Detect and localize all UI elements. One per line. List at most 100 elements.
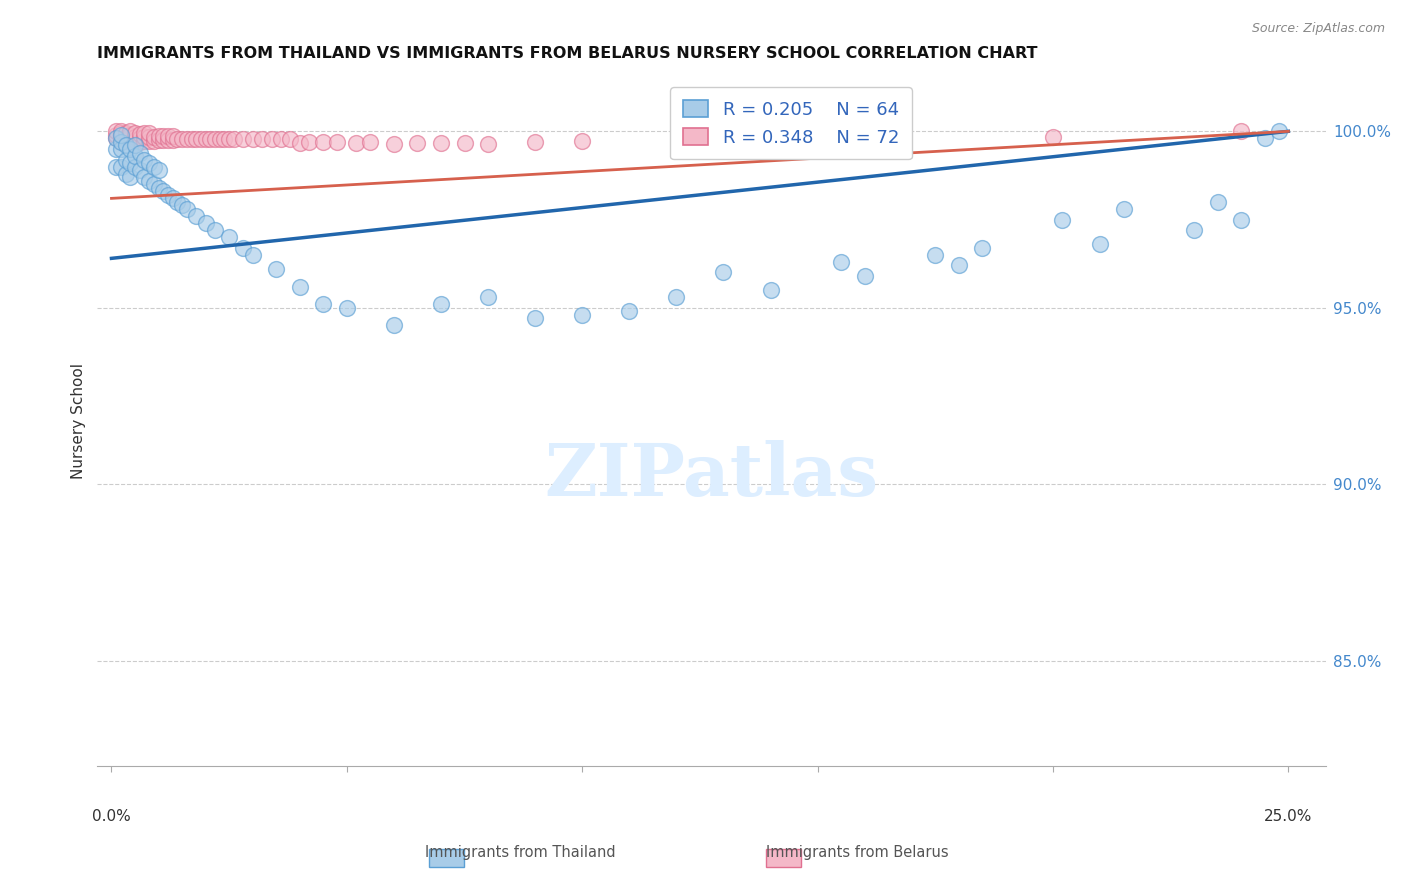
Point xyxy=(180,132,202,146)
Point xyxy=(128,163,150,178)
Point xyxy=(359,136,381,150)
Point xyxy=(142,134,165,148)
Point xyxy=(120,131,142,145)
Point xyxy=(120,156,142,170)
Point xyxy=(156,128,179,143)
Point xyxy=(110,128,132,142)
Text: IMMIGRANTS FROM THAILAND VS IMMIGRANTS FROM BELARUS NURSERY SCHOOL CORRELATION C: IMMIGRANTS FROM THAILAND VS IMMIGRANTS F… xyxy=(97,46,1038,62)
Point xyxy=(128,127,150,141)
Point xyxy=(120,124,142,138)
Point xyxy=(1042,129,1064,144)
Point xyxy=(853,268,876,283)
Point xyxy=(110,135,132,149)
Point xyxy=(430,297,453,311)
Point xyxy=(156,133,179,147)
Point xyxy=(176,202,198,216)
Point xyxy=(242,132,264,146)
Point xyxy=(524,135,547,149)
Point xyxy=(571,134,593,148)
Point xyxy=(204,223,226,237)
Point xyxy=(156,187,179,202)
Text: 25.0%: 25.0% xyxy=(1264,809,1313,824)
Point xyxy=(128,130,150,145)
Point xyxy=(204,132,226,146)
Point xyxy=(120,128,142,142)
Point xyxy=(114,138,136,153)
Point xyxy=(124,129,146,144)
Point xyxy=(242,248,264,262)
Point xyxy=(134,153,156,167)
Text: Immigrants from Belarus: Immigrants from Belarus xyxy=(766,845,949,860)
Point xyxy=(382,136,405,151)
Point xyxy=(138,174,160,188)
Point xyxy=(142,178,165,192)
Point xyxy=(288,279,311,293)
Point xyxy=(619,304,641,318)
Point xyxy=(453,136,475,150)
Point xyxy=(1112,202,1135,216)
Point xyxy=(162,133,184,147)
Point xyxy=(264,262,287,277)
Point xyxy=(194,132,217,146)
Point xyxy=(200,132,222,146)
Point xyxy=(110,142,132,156)
Point xyxy=(105,131,128,145)
Point xyxy=(114,133,136,147)
Point xyxy=(382,318,405,333)
Point xyxy=(124,149,146,163)
Point xyxy=(134,134,156,148)
Point xyxy=(260,132,283,146)
Point xyxy=(105,131,128,145)
Point xyxy=(406,136,429,151)
Point xyxy=(1182,223,1205,237)
Point xyxy=(124,138,146,153)
Y-axis label: Nursery School: Nursery School xyxy=(72,363,86,479)
Point xyxy=(218,230,240,244)
Point xyxy=(312,135,335,149)
Point xyxy=(148,133,170,147)
Point xyxy=(1268,124,1291,138)
Point xyxy=(148,129,170,144)
Point xyxy=(110,160,132,174)
Point xyxy=(134,130,156,145)
Legend: R = 0.205    N = 64, R = 0.348    N = 72: R = 0.205 N = 64, R = 0.348 N = 72 xyxy=(671,87,911,160)
Point xyxy=(138,126,160,140)
Point xyxy=(665,290,688,304)
Point xyxy=(972,241,994,255)
Point xyxy=(1230,212,1253,227)
Point xyxy=(138,134,160,148)
Point xyxy=(110,135,132,149)
Point xyxy=(713,265,735,279)
Point xyxy=(194,216,217,230)
Point xyxy=(138,130,160,145)
Point xyxy=(924,248,946,262)
Point xyxy=(148,163,170,178)
Point xyxy=(807,132,830,146)
Point xyxy=(1230,124,1253,138)
Point xyxy=(218,132,240,146)
Point xyxy=(114,129,136,144)
Point xyxy=(162,128,184,143)
Point xyxy=(524,311,547,326)
Point xyxy=(120,135,142,149)
Point xyxy=(148,181,170,195)
Point xyxy=(336,301,359,315)
Point xyxy=(138,156,160,170)
Point xyxy=(326,136,349,150)
Point xyxy=(114,167,136,181)
Point xyxy=(166,132,188,146)
Point xyxy=(312,297,335,311)
Point xyxy=(208,132,231,146)
Point xyxy=(190,132,212,146)
Point xyxy=(114,153,136,167)
Point xyxy=(114,126,136,140)
Point xyxy=(222,132,245,146)
Point xyxy=(186,132,208,146)
Point xyxy=(120,170,142,185)
Point xyxy=(477,136,499,151)
Point xyxy=(280,132,302,146)
Point xyxy=(759,283,782,297)
Point xyxy=(344,136,367,150)
Point xyxy=(1052,212,1074,227)
Point xyxy=(186,209,208,223)
